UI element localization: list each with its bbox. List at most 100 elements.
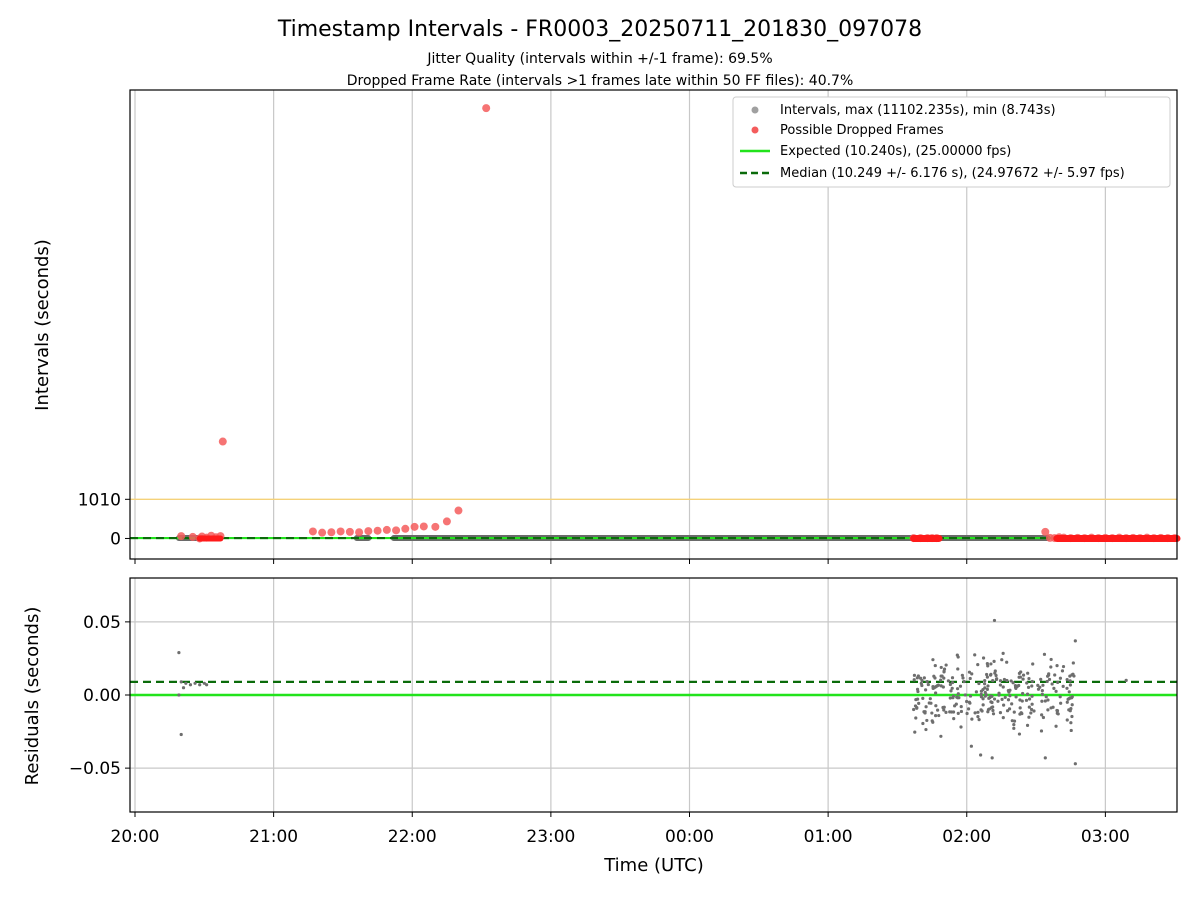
- residual-point: [958, 684, 963, 688]
- residual-point: [991, 705, 995, 709]
- legend-intervals-label: Intervals, max (11102.235s), min (8.743s…: [780, 103, 1056, 118]
- residual-point: [914, 697, 918, 702]
- residual-point: [924, 705, 928, 709]
- residual-point: [983, 690, 987, 695]
- residual-point: [193, 681, 197, 685]
- residual-point: [931, 684, 935, 689]
- residual-point: [925, 718, 929, 723]
- residual-point: [1052, 686, 1056, 690]
- legend-expected-label: Expected (10.240s), (25.00000 fps): [780, 144, 1011, 159]
- residual-point: [933, 663, 937, 668]
- residual-point: [1001, 651, 1005, 655]
- residual-point: [948, 710, 952, 714]
- residual-point: [1070, 703, 1074, 707]
- residual-point: [951, 694, 956, 698]
- residual-point: [1030, 684, 1034, 688]
- residual-point: [1005, 678, 1009, 683]
- residual-point: [956, 711, 960, 715]
- residual-point: [1008, 688, 1012, 692]
- residual-point: [934, 691, 938, 695]
- residual-point: [1046, 698, 1050, 702]
- residual-point: [989, 672, 993, 676]
- x-tick-label: 23:00: [526, 827, 575, 847]
- residual-point: [923, 710, 927, 714]
- residual-point: [1040, 699, 1044, 703]
- residual-point: [205, 683, 209, 687]
- residual-point: [933, 676, 937, 680]
- residual-point: [930, 711, 934, 715]
- dropped-frame-point: [419, 522, 428, 531]
- residual-point: [1001, 685, 1005, 689]
- residual-point: [1030, 679, 1034, 684]
- residual-point: [1012, 710, 1016, 714]
- dropped-frame-point: [392, 526, 401, 535]
- residual-point: [985, 687, 989, 691]
- residual-point: [989, 662, 993, 666]
- residual-point: [922, 676, 926, 680]
- residual-point: [1070, 714, 1074, 719]
- dropped-frame-point: [364, 527, 373, 536]
- residual-point: [1010, 719, 1014, 723]
- residual-point: [982, 682, 987, 686]
- dropped-frame-point: [345, 527, 354, 536]
- residual-point: [1071, 672, 1075, 676]
- residual-point: [198, 683, 202, 687]
- residual-point: [959, 709, 964, 714]
- dropped-frame-point: [177, 532, 186, 541]
- residual-point: [979, 753, 983, 757]
- residual-point: [1027, 697, 1032, 701]
- residuals-plot-frame: [129, 577, 1178, 813]
- legend: Intervals, max (11102.235s), min (8.743s…: [732, 96, 1171, 188]
- residual-point: [1011, 681, 1015, 685]
- residual-point: [1056, 680, 1060, 684]
- residual-point: [977, 681, 981, 686]
- residual-point: [1031, 662, 1035, 666]
- residual-point: [1065, 678, 1069, 682]
- residual-point: [942, 670, 946, 674]
- residual-point: [1073, 762, 1077, 766]
- residual-point: [980, 709, 984, 713]
- residual-point: [1027, 676, 1031, 681]
- residual-point: [950, 680, 955, 685]
- residual-point: [1021, 673, 1026, 677]
- residual-point: [1013, 684, 1018, 688]
- residual-point: [934, 714, 938, 718]
- residual-point: [1000, 658, 1004, 662]
- residual-point: [967, 670, 972, 674]
- residual-point: [969, 744, 973, 748]
- residual-point: [1002, 703, 1006, 707]
- residual-point: [1008, 694, 1012, 698]
- x-tick-label: 22:00: [388, 827, 437, 847]
- residual-point: [973, 653, 977, 657]
- residual-point: [1050, 682, 1054, 686]
- x-tick-label: 20:00: [111, 827, 160, 847]
- residual-point: [983, 679, 987, 683]
- residual-point: [993, 669, 997, 673]
- residual-point: [1025, 692, 1030, 696]
- residual-point: [1027, 705, 1031, 709]
- residual-point: [1071, 661, 1075, 665]
- residual-point: [1017, 671, 1022, 675]
- residual-point: [1012, 723, 1016, 727]
- residual-point: [1070, 695, 1074, 699]
- x-tick-label: 01:00: [804, 827, 853, 847]
- residual-point: [912, 707, 916, 712]
- chart-subtitle-jitter: Jitter Quality (intervals within +/-1 fr…: [426, 51, 772, 67]
- residual-point: [1068, 679, 1072, 683]
- residual-point: [1005, 709, 1010, 713]
- residual-point: [181, 686, 186, 690]
- residual-point: [981, 656, 986, 660]
- residual-point: [941, 705, 945, 710]
- intervals-y-axis-label: Intervals (seconds): [32, 239, 53, 411]
- residual-point: [1061, 684, 1065, 688]
- residual-point: [990, 694, 994, 698]
- residual-point: [1041, 715, 1046, 720]
- residual-point: [962, 679, 966, 684]
- residual-point: [913, 730, 917, 734]
- residual-point: [998, 711, 1003, 715]
- residual-point: [921, 721, 925, 726]
- residuals-y-tick-label: 0.05: [83, 613, 121, 633]
- residual-point: [1017, 675, 1021, 679]
- dropped-frame-point: [318, 528, 327, 537]
- residual-point: [1019, 711, 1023, 715]
